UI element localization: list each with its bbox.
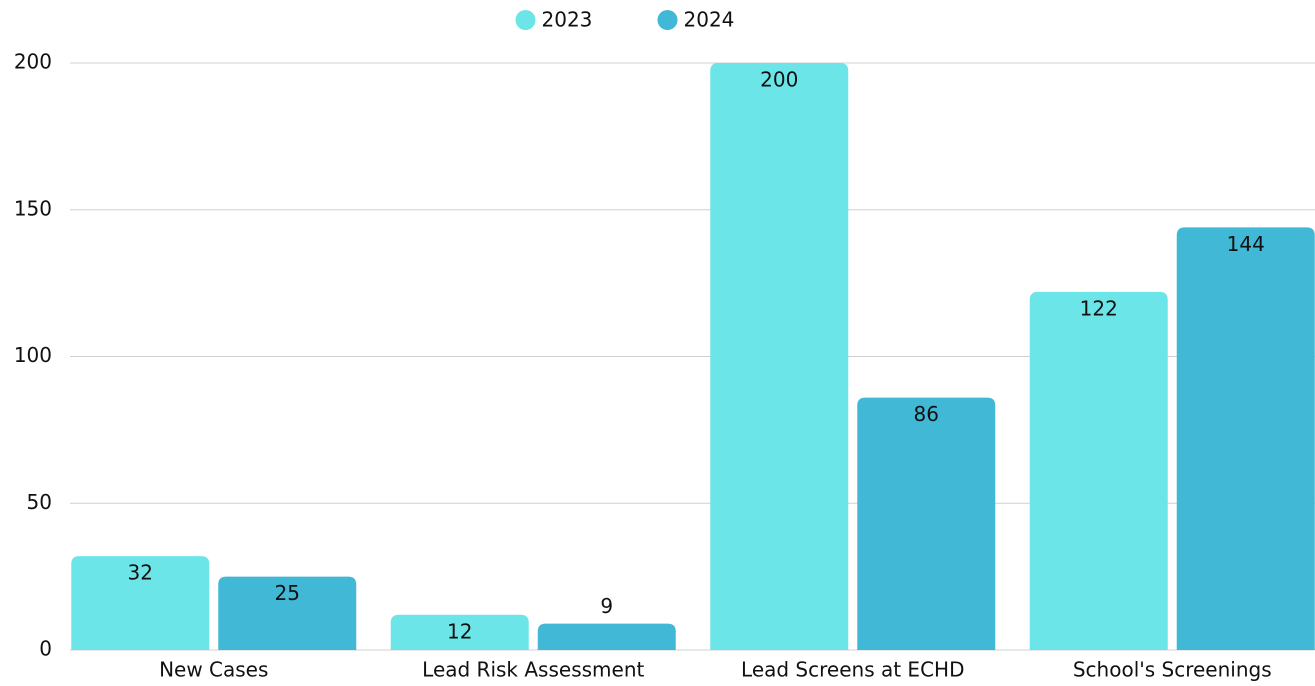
legend-label: 2024 bbox=[684, 8, 735, 32]
x-tick-label: Lead Risk Assessment bbox=[422, 658, 644, 682]
data-label: 86 bbox=[914, 402, 939, 426]
x-tick-label: Lead Screens at ECHD bbox=[741, 658, 964, 682]
y-tick-label: 50 bbox=[27, 490, 52, 514]
bar bbox=[390, 614, 529, 650]
bar bbox=[710, 63, 849, 650]
data-label: 9 bbox=[600, 594, 613, 618]
data-label: 200 bbox=[760, 68, 798, 92]
data-label: 12 bbox=[447, 619, 472, 643]
bar bbox=[1029, 291, 1168, 650]
legend-swatch bbox=[657, 10, 678, 30]
bar bbox=[1176, 227, 1315, 651]
y-tick-label: 100 bbox=[14, 343, 52, 367]
bar bbox=[537, 623, 676, 650]
x-tick-label: New Cases bbox=[159, 658, 268, 682]
data-label: 144 bbox=[1227, 232, 1265, 256]
bar bbox=[71, 556, 210, 650]
y-tick-label: 0 bbox=[39, 637, 52, 661]
bar bbox=[218, 576, 357, 650]
y-tick-label: 200 bbox=[14, 50, 52, 74]
data-label: 32 bbox=[128, 561, 153, 585]
x-tick-label: School's Screenings bbox=[1073, 658, 1272, 682]
bar bbox=[857, 397, 996, 650]
data-label: 25 bbox=[275, 581, 300, 605]
y-tick-label: 150 bbox=[14, 196, 52, 220]
data-label: 122 bbox=[1080, 296, 1118, 320]
legend-swatch bbox=[515, 10, 536, 30]
legend-label: 2023 bbox=[542, 8, 593, 32]
